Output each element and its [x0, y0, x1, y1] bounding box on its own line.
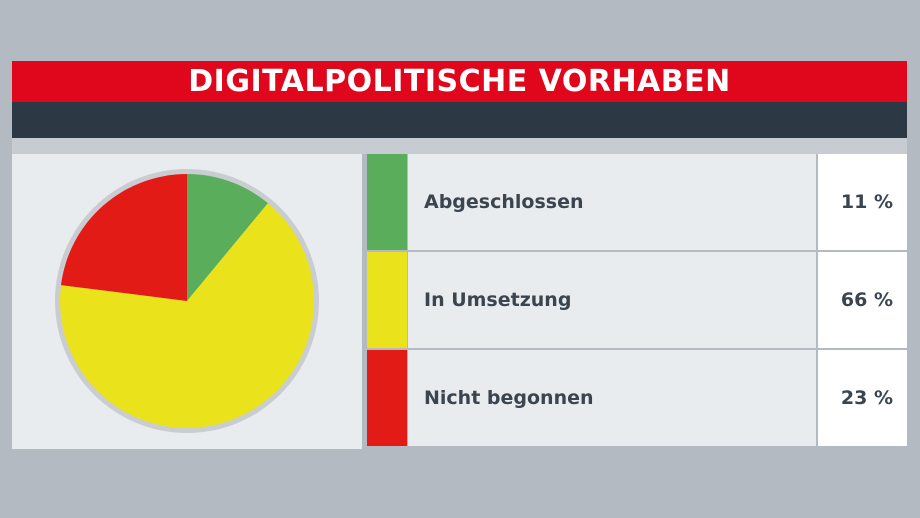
legend-row-in-umsetzung: In Umsetzung 66 %	[367, 252, 907, 348]
legend-value-cell: 11 %	[818, 154, 907, 250]
legend-label-cell: Nicht begonnen	[408, 350, 816, 446]
pie-chart	[55, 169, 319, 433]
legend-value: 11 %	[840, 191, 893, 213]
legend-value-cell: 23 %	[818, 350, 907, 446]
legend-value-cell: 66 %	[818, 252, 907, 348]
title-bar: DIGITALPOLITISCHE VORHABEN	[12, 61, 907, 102]
legend-row-nicht-begonnen: Nicht begonnen 23 %	[367, 350, 907, 446]
legend-table: Abgeschlossen 11 % In Umsetzung 66 % Nic…	[367, 154, 907, 449]
legend-label: Nicht begonnen	[424, 387, 594, 409]
pie-slice-abgeschlossen	[187, 174, 268, 301]
legend-label: Abgeschlossen	[424, 191, 584, 213]
legend-value: 66 %	[840, 289, 893, 311]
legend-row-abgeschlossen: Abgeschlossen 11 %	[367, 154, 907, 250]
legend-swatch	[367, 252, 407, 348]
divider-strip	[12, 138, 907, 154]
pie-panel	[12, 154, 362, 449]
legend-value: 23 %	[840, 387, 893, 409]
chart-title: DIGITALPOLITISCHE VORHABEN	[188, 64, 731, 99]
legend-swatch	[367, 350, 407, 446]
subtitle-bar	[12, 102, 907, 138]
legend-label: In Umsetzung	[424, 289, 572, 311]
legend-label-cell: Abgeschlossen	[408, 154, 816, 250]
pie-slice-nicht-begonnen	[61, 174, 187, 301]
legend-swatch	[367, 154, 407, 250]
pie-slice-in-umsetzung	[59, 203, 314, 428]
legend-label-cell: In Umsetzung	[408, 252, 816, 348]
